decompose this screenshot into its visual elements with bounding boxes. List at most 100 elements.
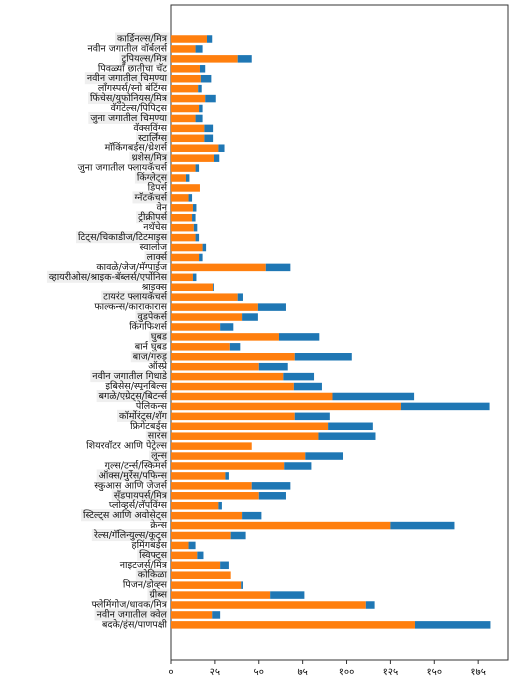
- bar-segment: [171, 293, 238, 301]
- bar-segment: [258, 492, 286, 500]
- bar-segment: [265, 263, 291, 272]
- bar-segment: [171, 104, 200, 113]
- y-tick-label: पेलिकन्स: [136, 400, 168, 412]
- bar-segment: [171, 204, 193, 212]
- bar-segment: [332, 392, 415, 401]
- bar-segment: [171, 621, 415, 629]
- bar-segment: [171, 74, 201, 83]
- bar-segment: [171, 392, 333, 401]
- bar-segment: [230, 531, 246, 540]
- bar-segment: [171, 124, 205, 133]
- bar-segment: [197, 551, 204, 560]
- y-tick-label: डिपर्स: [148, 181, 168, 193]
- bar-segment: [225, 472, 229, 480]
- y-tick-label: नाइटजर्स/मित्र: [120, 559, 168, 571]
- bar-segment: [237, 55, 252, 63]
- bar-segment: [171, 35, 207, 43]
- bar-segment: [171, 501, 219, 510]
- y-tick-label: स्विफ्ट्स: [139, 549, 167, 561]
- bar-segment: [400, 402, 490, 411]
- y-tick-label: ऑक्स/मुर्रेस/पफिन्स: [99, 469, 168, 481]
- bar-segment: [195, 45, 203, 53]
- bar-segment: [171, 492, 259, 500]
- bar-segment: [171, 273, 193, 282]
- bar-segment: [188, 194, 193, 202]
- bar-segment: [206, 35, 213, 43]
- bar-segment: [229, 343, 241, 351]
- y-tick-label: लून्स: [151, 451, 168, 462]
- bar-segment: [171, 144, 219, 152]
- bar-segment: [199, 253, 203, 262]
- y-tick-label: फाल्कन्स/काराकारास: [94, 302, 167, 313]
- bar-segment: [220, 561, 229, 570]
- bar-segment: [193, 223, 198, 232]
- bar-segment: [198, 84, 202, 93]
- bar-segment: [171, 561, 221, 570]
- bar-segment: [171, 372, 284, 381]
- bar-segment: [171, 581, 242, 589]
- y-tick-label: ट्रीक्रीपर्स: [138, 211, 168, 223]
- bar-segment: [195, 164, 200, 172]
- bar-segment: [171, 551, 198, 560]
- y-tick-label: पिजन/डोव्ह्स: [123, 579, 168, 591]
- y-tick-label: सँडपायपर्स/मित्र: [114, 489, 168, 501]
- label-background: [96, 469, 170, 482]
- label-background: [111, 489, 170, 502]
- bar-segment: [205, 94, 216, 103]
- y-tick-label: नथॅचेस: [143, 221, 167, 233]
- bar-segment: [195, 114, 203, 123]
- y-tick-label: किंग्लेट्स: [137, 172, 168, 184]
- bar-segment: [278, 333, 320, 341]
- y-tick-label: ट्रुपियल्स/मित्र: [121, 52, 167, 65]
- y-tick-label: लार्क्स: [147, 251, 168, 263]
- y-tick-label: स्टिल्ट्स आणि अवोसेट्स: [83, 509, 168, 521]
- y-tick-label: क्रेन्स: [150, 519, 167, 531]
- bar-segment: [171, 382, 294, 391]
- y-tick-label: स्कुआस आणि जेजर्स: [94, 479, 168, 491]
- bar-segment: [171, 462, 285, 470]
- x-tick-label: १७५: [470, 667, 486, 678]
- bar-segment: [200, 74, 212, 83]
- label-background: [91, 529, 170, 542]
- bar-segment: [171, 134, 205, 143]
- bar-segment: [171, 55, 238, 63]
- bar-segment: [213, 283, 215, 291]
- y-tick-label: नवीन जगातील चिमण्या: [87, 72, 168, 84]
- y-tick-label: बगळे/एग्रेट्स/बिटर्न्स: [99, 390, 168, 402]
- bar-segment: [171, 422, 329, 431]
- bar-segment: [258, 362, 288, 371]
- bar-segment: [251, 482, 291, 490]
- bar-segment: [171, 194, 189, 202]
- label-background: [136, 131, 170, 144]
- label-background: [144, 250, 170, 263]
- y-tick-label: कार्डिनल्स/मित्र: [117, 33, 168, 45]
- label-background: [90, 370, 170, 383]
- label-background: [135, 568, 170, 581]
- bar-segment: [171, 333, 279, 341]
- y-tick-label: ग्रीब्स: [149, 589, 167, 601]
- bar-segment: [257, 303, 286, 311]
- y-tick-label: गुल्स/टर्न्स/स्किमर्स: [105, 459, 168, 471]
- y-tick-label: बार्न घुबड: [135, 340, 168, 352]
- bar-segment: [171, 531, 231, 540]
- y-tick-label: नवीन जगातील क्वेल: [97, 608, 168, 620]
- label-background: [76, 231, 170, 244]
- y-tick-label: बदके/हंस/पाणपक्षी: [102, 618, 168, 630]
- bar-segment: [171, 243, 203, 252]
- label-background: [130, 351, 170, 363]
- bar-segment: [171, 442, 252, 450]
- bar-segment: [171, 283, 214, 291]
- label-background: [137, 548, 170, 561]
- y-tick-label: स्टार्लिंग्स: [138, 132, 168, 144]
- bar-segment: [171, 412, 295, 421]
- bar-segment: [365, 601, 375, 609]
- x-tick-label: १२५: [383, 667, 399, 678]
- bar-segment: [328, 422, 373, 431]
- y-tick-label: वॅक्सविंग्स: [133, 122, 167, 134]
- bar-segment: [237, 293, 243, 301]
- bar-segment: [188, 541, 196, 550]
- bar-segment: [171, 571, 231, 579]
- y-tick-label: वॅगटेल्स/पिपिट्स: [111, 102, 168, 114]
- y-tick-label: किंगफिशर्स: [129, 320, 168, 332]
- bar-segment: [220, 323, 234, 331]
